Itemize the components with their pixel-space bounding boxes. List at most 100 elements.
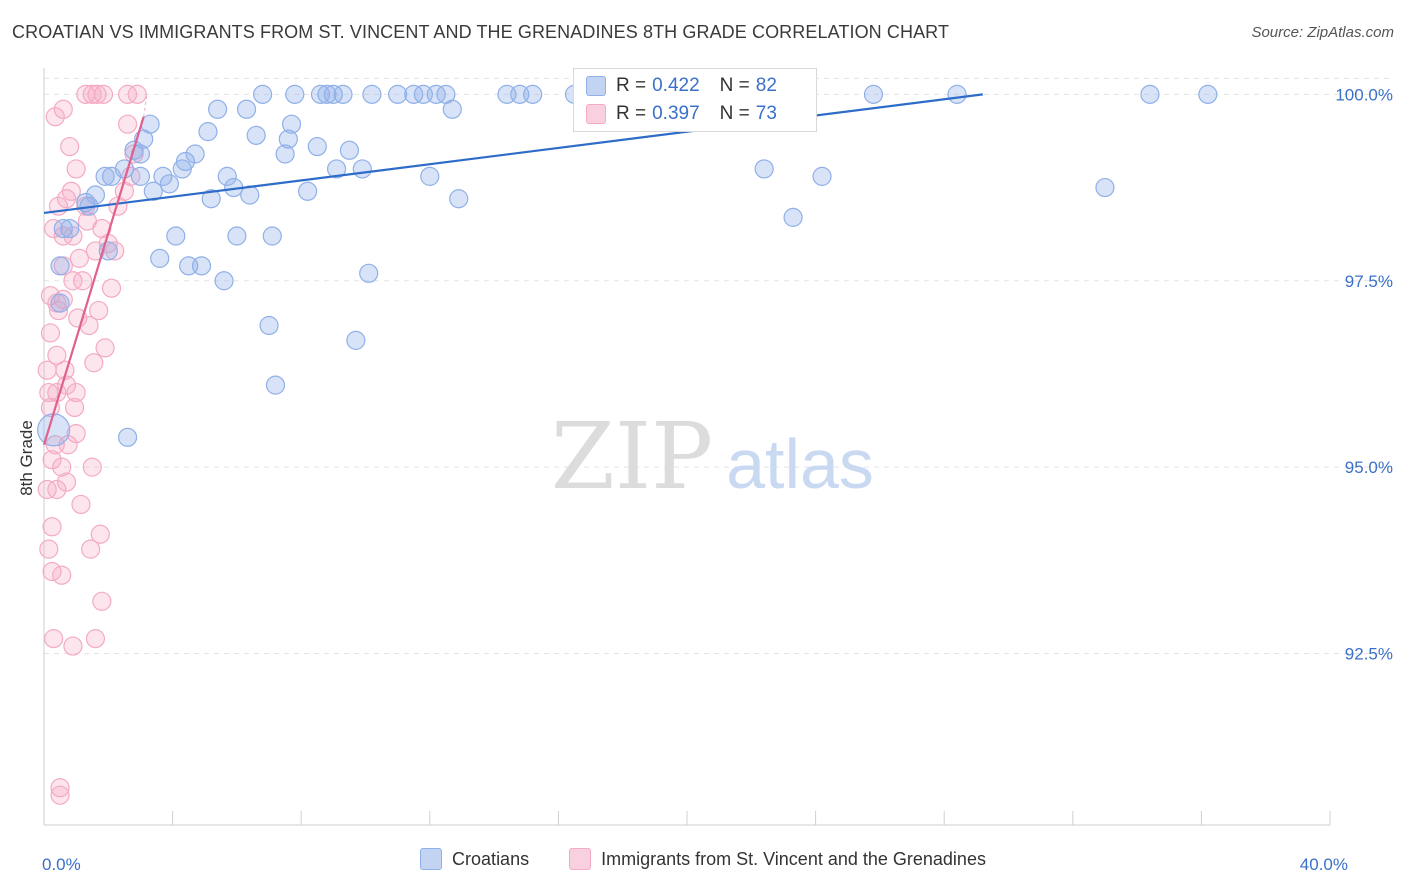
- y-tick-label: 97.5%: [1345, 272, 1393, 291]
- immigrants-point: [105, 241, 125, 261]
- croatians-point: [50, 293, 70, 313]
- immigrants-point: [39, 382, 59, 403]
- croatians-point: [259, 315, 279, 336]
- source-label: Source: ZipAtlas.com: [1251, 24, 1394, 41]
- immigrants-point: [63, 271, 83, 291]
- croatians-point: [143, 181, 163, 201]
- croatians-point: [352, 159, 372, 179]
- stats-box: R = 0.422 N = 82 R = 0.397 N = 73: [573, 68, 817, 132]
- croatians-point: [947, 84, 967, 104]
- croatians-point: [420, 166, 440, 186]
- croatians-point: [323, 84, 343, 104]
- immigrants-trend-line: [42, 116, 145, 446]
- croatians-point: [262, 226, 282, 246]
- immigrants-point: [42, 561, 62, 582]
- r-value: 0.422: [652, 75, 700, 96]
- croatians-point: [339, 140, 360, 160]
- croatians-point: [404, 84, 424, 104]
- immigrants-point: [71, 494, 91, 515]
- y-tick-label: 100.0%: [1335, 85, 1393, 104]
- immigrants-point: [45, 107, 65, 127]
- croatians-point: [326, 159, 347, 179]
- legend-item-croatians[interactable]: Croatians: [420, 848, 529, 870]
- immigrants-point: [95, 338, 115, 358]
- trend-lines: [42, 93, 983, 446]
- croatians-point: [812, 166, 832, 186]
- watermark: ZIP atlas: [551, 403, 874, 510]
- chart-title: CROATIAN VS IMMIGRANTS FROM ST. VINCENT …: [12, 22, 950, 42]
- croatians-point: [285, 84, 305, 104]
- axes: [43, 68, 1331, 826]
- n-value: 73: [755, 103, 777, 124]
- croatians-point: [275, 144, 295, 164]
- croatians-point: [253, 84, 273, 104]
- croatians-point: [362, 84, 382, 104]
- immigrants-point: [53, 99, 73, 119]
- immigrants-point: [50, 778, 70, 798]
- croatians-point: [278, 129, 298, 149]
- croatians-point: [863, 84, 884, 104]
- croatians-point: [1140, 84, 1160, 104]
- legend-item-immigrants[interactable]: Immigrants from St. Vincent and the Gren…: [569, 848, 986, 870]
- croatians-point: [1095, 177, 1115, 198]
- immigrants-point: [52, 565, 72, 585]
- croatians-point: [95, 166, 115, 186]
- croatians-point: [217, 166, 237, 186]
- tick-labels: 100.0% 97.5% 95.0% 92.5% 0.0% 40.0%: [42, 85, 1393, 874]
- immigrants-point: [87, 84, 107, 104]
- croatians-point: [153, 166, 173, 186]
- immigrants-point: [85, 629, 106, 649]
- immigrants-point: [117, 84, 138, 104]
- legend-swatch-pink: [569, 848, 592, 870]
- croatians-point: [359, 263, 379, 283]
- immigrants-point: [117, 114, 138, 134]
- immigrants-point: [72, 271, 93, 291]
- legend-swatch-blue: [420, 848, 443, 870]
- stats-swatch-pink: [586, 104, 606, 124]
- immigrants-point: [127, 84, 147, 104]
- immigrants-point: [42, 517, 62, 537]
- immigrants-point: [40, 286, 61, 306]
- legend-label: Croatians: [452, 848, 530, 869]
- immigrants-point: [47, 345, 67, 365]
- croatians-point: [117, 427, 138, 447]
- immigrants-point: [52, 457, 72, 477]
- immigrants-point: [53, 289, 73, 309]
- immigrants-trend-extension: [143, 94, 148, 117]
- n-label: N =: [719, 103, 750, 124]
- croatians-point: [265, 375, 286, 395]
- r-label: R =: [616, 75, 647, 96]
- croatians-point: [60, 218, 80, 239]
- watermark-atlas: atlas: [726, 425, 874, 503]
- immigrants-point: [44, 218, 64, 239]
- croatians-point: [227, 226, 247, 246]
- croatians-point: [298, 181, 318, 201]
- immigrants-point: [69, 248, 89, 268]
- series-immigrants-points: [37, 84, 147, 805]
- r-value: 0.397: [652, 103, 700, 124]
- gridlines: [44, 77, 1390, 655]
- watermark-zip: ZIP: [551, 403, 713, 510]
- croatians-point: [426, 84, 446, 104]
- croatians-point: [346, 330, 366, 350]
- croatians-point: [442, 99, 462, 119]
- immigrants-point: [44, 629, 64, 649]
- stats-row-immigrants: R = 0.397 N = 73: [586, 100, 777, 128]
- immigrants-point: [82, 457, 102, 477]
- immigrants-point: [66, 159, 86, 179]
- croatians-point: [130, 166, 151, 186]
- immigrants-point: [61, 181, 81, 201]
- immigrants-point: [60, 136, 80, 157]
- croatians-point: [201, 189, 221, 209]
- immigrants-point: [84, 353, 104, 373]
- immigrants-point: [42, 450, 62, 470]
- croatians-point: [333, 84, 353, 104]
- croatians-point: [150, 248, 170, 268]
- immigrants-point: [56, 472, 77, 492]
- x-tick-label: 0.0%: [42, 855, 81, 874]
- immigrants-point: [66, 423, 86, 444]
- croatians-point: [159, 174, 179, 194]
- croatians-point: [214, 271, 234, 291]
- immigrants-point: [63, 636, 83, 656]
